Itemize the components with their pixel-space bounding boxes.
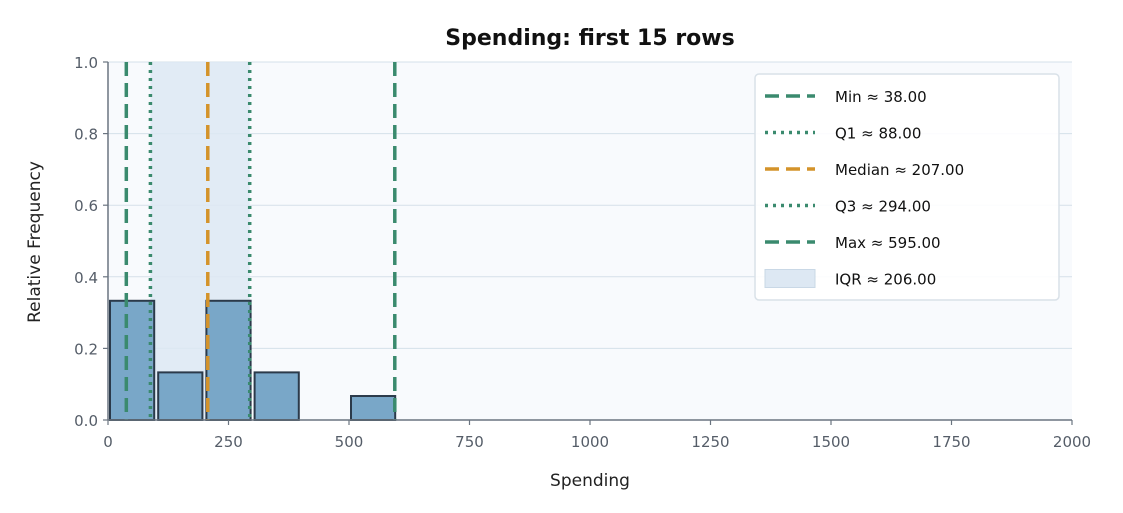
legend-label: IQR ≈ 206.00 — [835, 271, 936, 289]
x-tick-label: 1750 — [932, 433, 970, 451]
y-axis-ticks: 0.0 0.2 0.4 0.6 0.8 1.0 — [74, 54, 108, 430]
x-tick-label: 1250 — [691, 433, 729, 451]
chart-title: Spending: first 15 rows — [445, 26, 734, 51]
y-axis-label: Relative Frequency — [25, 161, 45, 323]
legend-swatch-iqr — [764, 269, 816, 288]
x-tick-label: 1500 — [812, 433, 850, 451]
x-tick-label: 2000 — [1053, 433, 1091, 451]
legend-box — [754, 73, 1060, 301]
stat-lines — [124, 62, 397, 420]
histogram-bar — [253, 371, 300, 421]
histogram-bar — [109, 299, 156, 422]
x-tick-label: 1000 — [571, 433, 609, 451]
x-axis-label: Spending — [550, 471, 630, 491]
legend-label: Max ≈ 595.00 — [835, 234, 941, 252]
histogram-bar — [205, 299, 252, 422]
histogram-bar — [350, 395, 397, 422]
y-tick-label: 0.6 — [74, 197, 98, 215]
x-tick-label: 250 — [214, 433, 243, 451]
y-tick-label: 0.0 — [74, 412, 98, 430]
x-tick-label: 500 — [335, 433, 364, 451]
x-tick-label: 0 — [103, 433, 113, 451]
legend-label: Median ≈ 207.00 — [835, 161, 964, 179]
legend-label: Q3 ≈ 294.00 — [835, 198, 931, 216]
y-tick-label: 0.4 — [74, 269, 98, 287]
x-tick-label: 750 — [455, 433, 484, 451]
x-axis-ticks: 0 250 500 750 1000 1250 1500 1750 2000 — [103, 420, 1091, 451]
y-tick-label: 0.2 — [74, 340, 98, 358]
y-tick-label: 1.0 — [74, 54, 98, 72]
y-tick-label: 0.8 — [74, 126, 98, 144]
legend-label: Min ≈ 38.00 — [835, 88, 927, 106]
legend-label: Q1 ≈ 88.00 — [835, 125, 921, 143]
histogram-bar — [157, 371, 204, 421]
legend: Min ≈ 38.00 Q1 ≈ 88.00 Median ≈ 207.00 Q3 ≈… — [754, 73, 1060, 301]
